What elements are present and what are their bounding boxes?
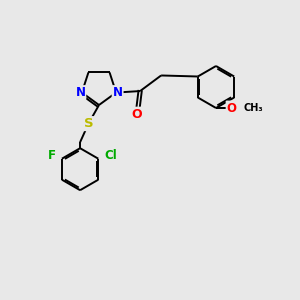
Text: CH₃: CH₃	[243, 103, 262, 113]
Text: F: F	[48, 149, 56, 162]
Text: N: N	[75, 86, 85, 99]
Text: S: S	[84, 117, 93, 130]
Text: O: O	[226, 101, 237, 115]
Text: Cl: Cl	[104, 149, 117, 162]
Text: O: O	[132, 108, 142, 121]
Text: N: N	[112, 86, 123, 99]
